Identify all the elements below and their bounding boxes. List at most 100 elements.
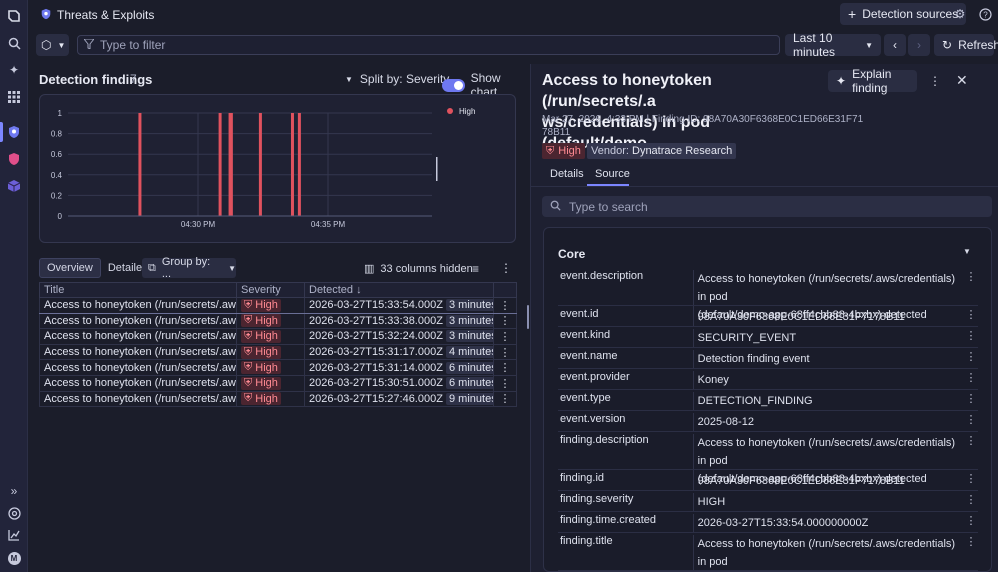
row-actions-icon[interactable]: ⋮ [493,359,517,376]
settings-gear-icon[interactable]: ⚙ [954,7,966,21]
column-detected[interactable]: Detected ↓ [304,282,494,298]
column-actions [493,282,517,298]
group-by-dropdown[interactable]: ⧉ Group by: ... ▼ [142,256,236,280]
table-row[interactable]: Access to honeytoken (/run/secrets/.aws/… [39,343,517,361]
timeframe-next-button[interactable]: › [908,34,930,56]
y-tick-label: 0.8 [51,130,63,139]
more-options-icon[interactable]: ⋮ [929,74,941,88]
row-actions-icon[interactable]: ⋮ [493,374,517,392]
row-actions-icon[interactable]: ⋮ [493,343,517,361]
detected-timestamp: 2026-03-27T15:31:17.000Z [309,346,443,359]
field-value-line: 2025-08-12 [697,416,754,428]
row-detected: 2026-03-27T15:31:14.000Z 6 minutes ago [304,359,494,376]
security-shield-icon[interactable] [6,151,22,167]
chart-stats-icon[interactable] [6,527,22,543]
avatar-initial: M [7,551,21,565]
expand-chevrons-icon[interactable]: » [10,484,18,498]
table-row[interactable]: Access to honeytoken (/run/secrets/.aws/… [39,328,517,345]
finding-detail-panel: Access to honeytoken (/run/secrets/.a ws… [530,64,998,572]
table-row[interactable]: Access to honeytoken (/run/secrets/.aws/… [39,312,517,330]
table-header: Title Severity Detected ↓ [39,282,517,298]
avatar[interactable]: M [6,550,22,566]
field-value: 2026-03-27T15:33:54.000000000Z [692,514,964,532]
app-shield-icon [40,8,52,20]
help-icon[interactable]: ? [976,5,994,23]
relative-time-badge: 3 minutes ago [446,299,493,312]
relative-time-badge: 9 minutes ago [446,392,493,405]
toggle-switch[interactable] [442,78,465,92]
source-search-input[interactable]: Type to search [542,196,992,217]
threats-exploits-app-icon[interactable] [6,124,22,140]
field-row: finding.severity HIGH ⋮ [558,493,978,511]
row-title: Access to honeytoken (/run/secrets/.aws/… [39,328,237,345]
tab-details[interactable]: Details [550,168,584,180]
severity-label: High [255,377,278,390]
table-row[interactable]: Access to honeytoken (/run/secrets/.aws/… [39,374,517,392]
row-detected: 2026-03-27T15:30:51.000Z 6 minutes ago [304,374,494,392]
field-value-line: Access to honeytoken (/run/secrets/.aws/… [697,538,956,568]
table-row[interactable]: Access to honeytoken (/run/secrets/.aws/… [39,390,517,408]
field-row: event.name Detection finding event ⋮ [558,350,978,368]
apps-grid-icon[interactable] [6,89,22,105]
field-menu-icon[interactable]: ⋮ [965,330,977,342]
tab-detailed[interactable]: Detailed [107,262,149,274]
close-icon[interactable]: ✕ [956,72,968,88]
refresh-button[interactable]: ↻ Refresh [934,34,998,56]
help-circle-icon[interactable] [6,505,22,521]
segment-selector-button[interactable]: ⬡ ▼ [36,34,69,56]
field-menu-icon[interactable]: ⋮ [965,309,977,321]
detected-timestamp: 2026-03-27T15:31:14.000Z [309,361,443,374]
field-value: Koney [692,371,964,389]
sparkle-icon[interactable]: ✦ [8,63,20,77]
field-menu-icon[interactable]: ⋮ [965,515,977,527]
row-actions-icon[interactable]: ⋮ [493,328,517,345]
field-menu-icon[interactable]: ⋮ [965,393,977,405]
collapse-chevron-icon[interactable]: ▼ [963,247,971,256]
row-title: Access to honeytoken (/run/secrets/.aws/… [39,390,237,408]
column-severity[interactable]: Severity [236,282,305,298]
field-menu-icon[interactable]: ⋮ [965,351,977,363]
field-value-line: Detection finding event [697,353,810,365]
column-title[interactable]: Title [39,282,237,298]
tab-source[interactable]: Source [595,168,630,180]
tab-overview[interactable]: Overview [39,258,101,278]
field-menu-icon[interactable]: ⋮ [965,271,977,283]
field-menu-icon[interactable]: ⋮ [965,372,977,384]
pane-resize-handle[interactable] [527,305,529,329]
dynatrace-logo-icon[interactable] [6,8,22,24]
row-actions-icon[interactable]: ⋮ [493,390,517,408]
field-menu-icon[interactable]: ⋮ [965,414,977,426]
field-value-line: SECURITY_EVENT [697,332,797,344]
detected-timestamp: 2026-03-27T15:27:46.000Z [309,392,443,405]
search-icon[interactable] [6,35,22,51]
field-menu-icon[interactable]: ⋮ [965,473,977,485]
field-menu-icon[interactable]: ⋮ [965,536,977,548]
columns-hidden-button[interactable]: ▥ 33 columns hidden [364,262,473,276]
field-key: event.description [560,270,644,282]
row-title: Access to honeytoken (/run/secrets/.aws/… [39,312,237,330]
field-key: finding.id [560,472,605,484]
shield-icon: ⛨ [244,298,253,311]
row-actions-icon[interactable]: ⋮ [493,297,517,314]
field-value-line: Access to honeytoken (/run/secrets/.aws/… [697,437,956,467]
field-menu-icon[interactable]: ⋮ [965,435,977,447]
timeframe-selector[interactable]: Last 10 minutes ▼ [785,31,881,59]
row-detected: 2026-03-27T15:32:24.000Z 3 minutes ago [304,328,494,345]
field-menu-icon[interactable]: ⋮ [965,494,977,506]
timeframe-previous-button[interactable]: ‹ [884,34,906,56]
severity-label: High [255,361,278,374]
wrap-lines-icon[interactable]: ≡ [472,262,480,276]
detection-sources-button[interactable]: + Detection sources [840,3,967,25]
field-separator [558,532,978,533]
filter-input[interactable]: Type to filter [77,35,780,55]
table-row[interactable]: Access to honeytoken (/run/secrets/.aws/… [39,297,517,314]
explain-finding-button[interactable]: ✦ Explain finding [828,67,917,95]
field-row: event.type DETECTION_FINDING ⋮ [558,392,978,410]
package-cube-icon[interactable] [6,178,22,194]
split-by-dropdown[interactable]: ▼ Split by: Severity [345,72,449,86]
row-actions-icon[interactable]: ⋮ [493,312,517,330]
more-options-icon[interactable]: ⋮ [500,261,512,275]
legend-swatch [447,108,453,114]
table-row[interactable]: Access to honeytoken (/run/secrets/.aws/… [39,359,517,376]
finding-meta: Mar 27, 2026, 4:33 PM | Finding ID: 98A7… [542,113,863,139]
